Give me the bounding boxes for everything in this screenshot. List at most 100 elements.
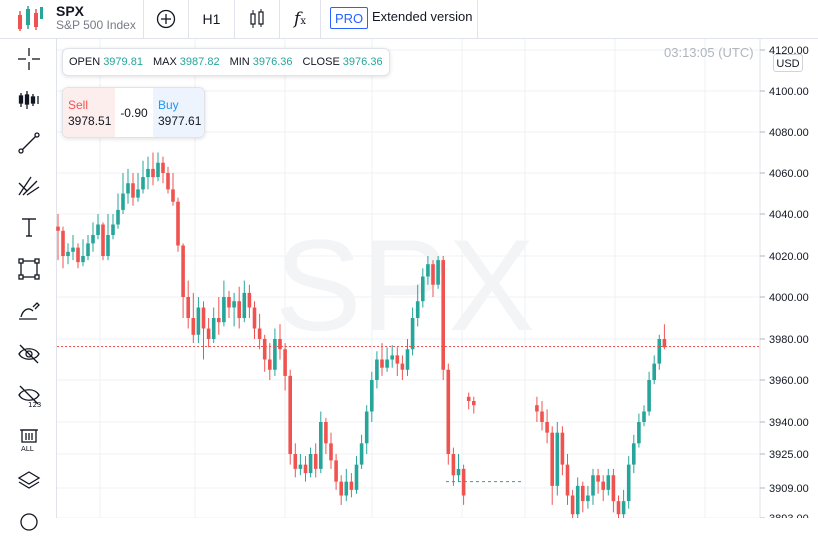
candle-body (227, 297, 231, 308)
candle-body (581, 485, 585, 502)
candle-body (591, 475, 595, 496)
chart-type-button[interactable] (235, 0, 279, 38)
candle-body (395, 355, 400, 364)
text-tool[interactable] (14, 212, 44, 242)
compare-symbol-button[interactable] (144, 0, 188, 38)
symbol-description: S&P 500 Index (56, 18, 136, 32)
candle-body (126, 183, 130, 194)
more-tools[interactable] (14, 507, 44, 537)
price-levels (57, 345, 760, 483)
candle-body (151, 168, 155, 178)
candle-body (191, 318, 196, 335)
candle-body (278, 339, 282, 350)
candle-body (550, 432, 554, 486)
brush-tool[interactable] (14, 296, 44, 326)
crosshair-tool[interactable] (14, 44, 44, 74)
candle-body (101, 224, 105, 256)
toolbar-divider (477, 0, 478, 38)
candle-body (560, 432, 565, 465)
open-label: OPEN (69, 56, 101, 68)
candle-body (545, 422, 549, 433)
candle-body (390, 355, 394, 360)
hide-drawings-tool[interactable] (14, 339, 44, 369)
text-icon (22, 218, 36, 237)
candle-body (86, 243, 90, 256)
more-icon (20, 513, 38, 531)
candle-body (616, 501, 621, 515)
drawing-toolbar: 123 ALL (0, 39, 57, 531)
buy-label: Buy (158, 98, 179, 112)
candle-body (565, 464, 570, 496)
plus-circle-icon (156, 9, 176, 29)
trend-line-tool[interactable] (14, 128, 44, 158)
candle-body (141, 177, 145, 190)
brush-icon (19, 302, 40, 320)
price-tick-label: 3925.00 (769, 449, 809, 461)
trash-all-icon: ALL (20, 429, 38, 452)
svg-text:ALL: ALL (21, 445, 34, 452)
candle-body (166, 173, 170, 190)
indicator-tool[interactable] (14, 85, 44, 115)
sell-price: 3978.51 (68, 114, 112, 128)
toolbar-divider (320, 0, 321, 38)
timeframe-button[interactable]: H1 (202, 11, 221, 27)
toolbar-divider (188, 0, 189, 38)
candle-body (570, 495, 575, 515)
hide-drawings-icon (18, 344, 40, 364)
buy-button[interactable]: Buy 3977.61 (153, 88, 204, 137)
candle-body (268, 359, 272, 370)
candle-body (96, 224, 100, 235)
currency-button[interactable]: USD (773, 54, 803, 72)
extended-version-link[interactable]: Extended version (372, 9, 473, 24)
hide-indicators-tool[interactable]: 123 (14, 381, 44, 411)
rectangle-tool[interactable] (14, 254, 44, 284)
candle-body (637, 422, 641, 444)
layers-icon (17, 471, 41, 489)
max-value: 3987.82 (179, 56, 220, 68)
candles-icon (250, 9, 264, 28)
layers-tool[interactable] (14, 466, 44, 496)
toolbar-divider (143, 0, 144, 38)
fib-tool[interactable] (14, 170, 44, 200)
top-toolbar: SPX S&P 500 Index H1 fx PRO Extended ver… (0, 0, 818, 39)
max-label: MAX (152, 56, 177, 68)
candle-body (415, 301, 420, 318)
candle-body (293, 454, 298, 469)
candle-body (186, 297, 190, 318)
price-tick-label: 4020.00 (769, 251, 809, 263)
candle-body (176, 201, 180, 246)
candle-body (611, 475, 616, 502)
candle-body (436, 260, 440, 285)
candle-body (201, 307, 206, 329)
candle-body (334, 460, 338, 482)
price-tick-label: 4060.00 (769, 168, 809, 180)
candle-body (466, 396, 471, 401)
candle-body (288, 375, 292, 454)
candle-body (242, 292, 247, 318)
candle-body (61, 230, 65, 256)
candle-body (273, 339, 277, 370)
candle-body (421, 276, 425, 302)
price-tick-label: 3940.00 (769, 417, 809, 429)
price-tick-label: 3960.00 (769, 375, 809, 387)
symbol-ticker[interactable]: SPX (56, 3, 85, 19)
candle-body (647, 380, 651, 412)
candle-body (555, 432, 560, 486)
candle-body (370, 380, 374, 412)
indicators-button[interactable]: fx (280, 0, 320, 38)
candle-body (606, 475, 611, 490)
close-value: 3976.36 (342, 56, 383, 68)
price-tick-label: 4000.00 (769, 292, 809, 304)
remove-all-tool[interactable]: ALL (14, 424, 44, 454)
price-chart[interactable]: SPX 4120.004100.004080.004060.004040.004… (0, 0, 818, 518)
sell-button[interactable]: Sell 3978.51 (63, 88, 115, 137)
candle-body (451, 454, 456, 476)
candle-body (349, 481, 354, 490)
candle-body (400, 363, 405, 370)
trade-panel: Sell 3978.51 -0.90 Buy 3977.61 (62, 87, 205, 138)
pro-badge[interactable]: PRO (330, 7, 369, 29)
candle-body (354, 464, 359, 490)
toolbar-divider (279, 0, 280, 38)
candle-body (642, 411, 646, 422)
candle-body (431, 264, 435, 285)
